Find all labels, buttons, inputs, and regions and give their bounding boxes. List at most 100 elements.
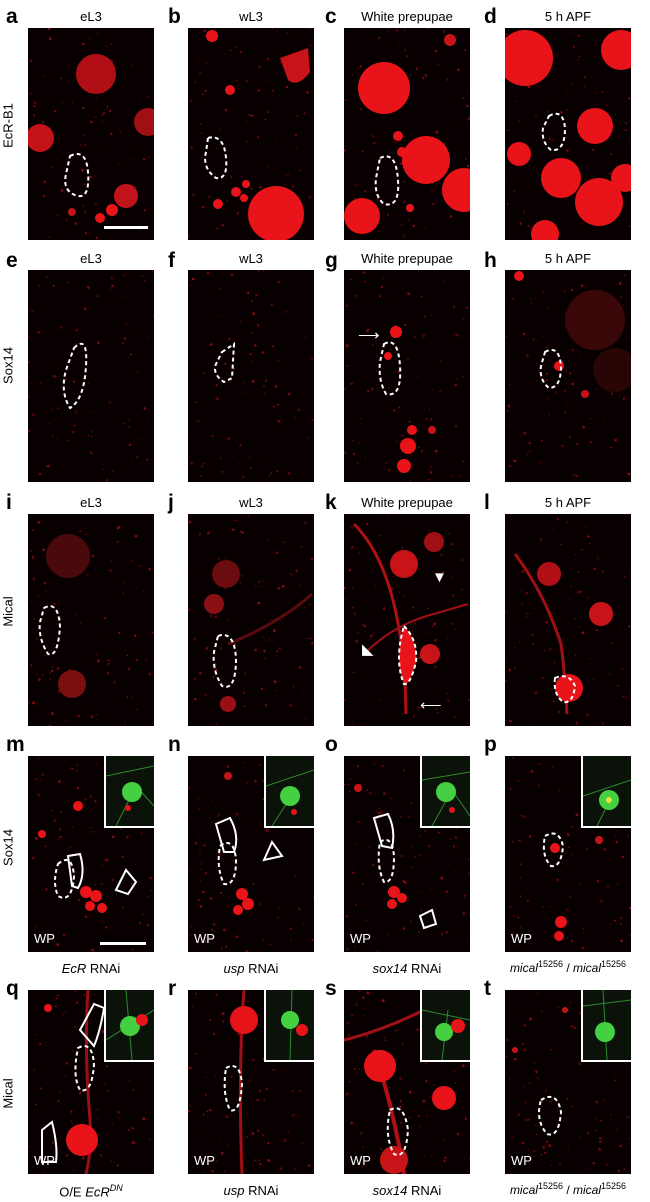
col-title: White prepupae: [361, 495, 453, 510]
panel-l-image: [505, 518, 630, 726]
col-title: wL3: [239, 251, 263, 266]
micrograph-panel-j: [188, 514, 314, 726]
wp-label: WP: [194, 1153, 215, 1168]
panel-a-image: [28, 28, 154, 239]
wp-label: WP: [511, 1153, 532, 1168]
gene-name: mical: [573, 1183, 602, 1197]
speckle-noise: [188, 28, 312, 240]
col-title: White prepupae: [361, 251, 453, 266]
col-title: wL3: [239, 9, 263, 24]
panel-letter: s: [325, 977, 337, 1000]
panel-letter: a: [6, 5, 18, 28]
panel-letter: t: [484, 977, 491, 1000]
panel-letter: r: [168, 977, 177, 1000]
inset-neuron: [422, 771, 470, 826]
panel-letter: k: [325, 491, 337, 514]
inset-image: [104, 990, 154, 1062]
micrograph-panel-a: [28, 28, 154, 240]
micrograph-panel-m: WP: [28, 756, 154, 952]
row-label-sox14-wp: Sox14: [0, 829, 16, 866]
panel-s-image: [344, 990, 470, 1174]
inset-image: [420, 756, 470, 828]
wp-label: WP: [34, 1153, 55, 1168]
panel-c-image: [344, 28, 470, 237]
panel-letter: d: [484, 5, 497, 28]
panel-letter: h: [484, 249, 497, 272]
wp-label: WP: [34, 931, 55, 946]
col-title: wL3: [239, 495, 263, 510]
speckle-noise: [188, 270, 314, 482]
wp-label: WP: [194, 931, 215, 946]
gene-name: sox14: [372, 1183, 408, 1198]
micrograph-panel-s: WP: [344, 990, 470, 1174]
allele-superscript: 15256: [601, 1181, 627, 1191]
micrograph-panel-i: [28, 514, 154, 726]
wp-label: WP: [350, 1153, 371, 1168]
panel-letter: o: [325, 733, 338, 756]
col-title: eL3: [80, 251, 102, 266]
col-title: eL3: [80, 495, 102, 510]
gene-name: mical: [573, 961, 602, 975]
arrow-icon: ⟵: [420, 697, 442, 714]
caption-prefix: O/E: [59, 1184, 86, 1200]
gene-name: EcR: [85, 1184, 110, 1200]
inset-neuron: [422, 1009, 470, 1060]
inset-neuron: [583, 779, 631, 826]
col-title: White prepupae: [361, 9, 453, 24]
genotype-caption: mical15256 / mical15256: [509, 1181, 627, 1197]
panel-letter: l: [484, 491, 490, 514]
micrograph-panel-o: WP: [344, 756, 470, 952]
row-label-sox14: Sox14: [0, 347, 16, 384]
scale-bar: [100, 942, 146, 945]
inset-image: [264, 756, 314, 828]
inset-neuron: [281, 990, 308, 1060]
panel-q-image: [28, 990, 152, 1174]
gene-name: EcR: [61, 961, 87, 976]
inset-image: [264, 990, 314, 1062]
panel-letter: n: [168, 733, 181, 756]
wp-label: WP: [350, 931, 371, 946]
panel-letter: p: [484, 733, 497, 756]
panel-g-image: [344, 271, 469, 482]
panel-letter: m: [6, 733, 25, 756]
micrograph-panel-t: WP: [505, 990, 631, 1174]
panel-letter: q: [6, 977, 19, 1000]
speckle-noise: [28, 521, 154, 726]
micrograph-panel-b: [188, 28, 314, 240]
inset-image: [581, 990, 631, 1062]
micrograph-panel-d: [505, 28, 631, 240]
arrowhead-icon: ▼: [432, 569, 447, 586]
gene-name: usp: [223, 961, 245, 976]
genotype-caption: mical15256 / mical15256: [509, 959, 627, 975]
genotype-caption: usp RNAi: [188, 962, 314, 975]
panel-e-image: [28, 270, 154, 482]
row-label-mical-wp: Mical: [0, 1078, 16, 1109]
speckle-noise: [188, 515, 314, 726]
micrograph-panel-l: [505, 514, 631, 726]
caption-suffix: RNAi: [244, 961, 279, 976]
micrograph-panel-r: WP: [188, 990, 314, 1174]
panel-letter: g: [325, 249, 338, 272]
inset-image: [104, 756, 154, 828]
genotype-caption: sox14 RNAi: [344, 1184, 470, 1197]
gene-name: mical: [509, 1183, 538, 1197]
speckle-noise: [509, 756, 631, 950]
panel-letter: i: [6, 491, 12, 514]
caption-suffix: RNAi: [86, 961, 121, 976]
genotype-caption: O/E EcRDN: [28, 1184, 154, 1200]
inset-neuron: [583, 990, 631, 1060]
micrograph-panel-f: [188, 270, 314, 482]
col-title: 5 h APF: [544, 495, 592, 510]
inset-neuron: [106, 990, 154, 1060]
panel-n-image: [188, 756, 314, 952]
micrograph-panel-p: WP: [505, 756, 631, 952]
micrograph-panel-g: ⟶: [344, 270, 470, 482]
panel-j-image: [188, 515, 314, 726]
micrograph-panel-k: ▼ ◣ ⟵: [344, 514, 470, 726]
speckle-noise: [505, 273, 631, 480]
allele-superscript: 15256: [537, 959, 563, 969]
speckle-noise: [28, 270, 154, 482]
panel-t-image: [505, 990, 630, 1172]
panel-letter: b: [168, 5, 181, 28]
allele-superscript: 15256: [537, 1181, 563, 1191]
